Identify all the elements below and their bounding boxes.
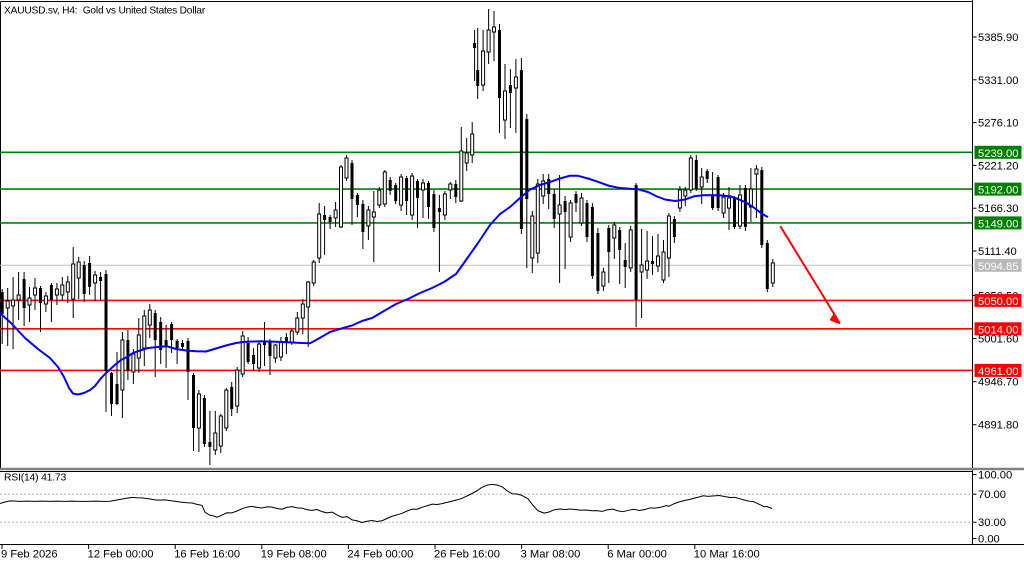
svg-text:5221.20: 5221.20 — [978, 160, 1018, 172]
svg-text:5149.00: 5149.00 — [978, 218, 1018, 230]
svg-text:5239.00: 5239.00 — [978, 148, 1018, 160]
svg-text:5331.00: 5331.00 — [978, 75, 1018, 87]
svg-text:5014.00: 5014.00 — [978, 324, 1018, 336]
svg-text:100.00: 100.00 — [978, 470, 1012, 482]
svg-text:26 Feb 16:00: 26 Feb 16:00 — [434, 549, 500, 561]
svg-text:5192.00: 5192.00 — [978, 185, 1018, 197]
svg-text:30.00: 30.00 — [978, 517, 1006, 529]
svg-text:4891.80: 4891.80 — [978, 420, 1018, 432]
svg-text:6 Mar 00:00: 6 Mar 00:00 — [607, 549, 667, 561]
svg-text:5166.30: 5166.30 — [978, 203, 1018, 215]
svg-text:19 Feb 08:00: 19 Feb 08:00 — [261, 549, 327, 561]
svg-text:4961.00: 4961.00 — [978, 366, 1018, 378]
svg-text:4946.70: 4946.70 — [978, 377, 1018, 389]
svg-text:10 Mar 16:00: 10 Mar 16:00 — [694, 549, 760, 561]
svg-text:16 Feb 16:00: 16 Feb 16:00 — [174, 549, 240, 561]
svg-text:5385.90: 5385.90 — [978, 32, 1018, 44]
svg-text:9 Feb 2026: 9 Feb 2026 — [1, 549, 58, 561]
svg-text:5001.60: 5001.60 — [978, 334, 1018, 346]
svg-text:12 Feb 00:00: 12 Feb 00:00 — [88, 549, 154, 561]
svg-text:XAUUSD.sv, H4: Gold vs United: XAUUSD.sv, H4: Gold vs United States Dol… — [4, 6, 206, 17]
svg-text:70.00: 70.00 — [978, 489, 1006, 501]
svg-text:24 Feb 00:00: 24 Feb 00:00 — [347, 549, 413, 561]
svg-text:5111.40: 5111.40 — [978, 246, 1017, 258]
svg-text:RSI(14) 41.73: RSI(14) 41.73 — [4, 473, 67, 484]
svg-text:3 Mar 08:00: 3 Mar 08:00 — [521, 549, 581, 561]
svg-text:5276.10: 5276.10 — [978, 118, 1018, 130]
svg-text:5094.85: 5094.85 — [978, 261, 1018, 273]
svg-text:5050.00: 5050.00 — [978, 296, 1018, 308]
svg-text:0.00: 0.00 — [978, 534, 1000, 546]
